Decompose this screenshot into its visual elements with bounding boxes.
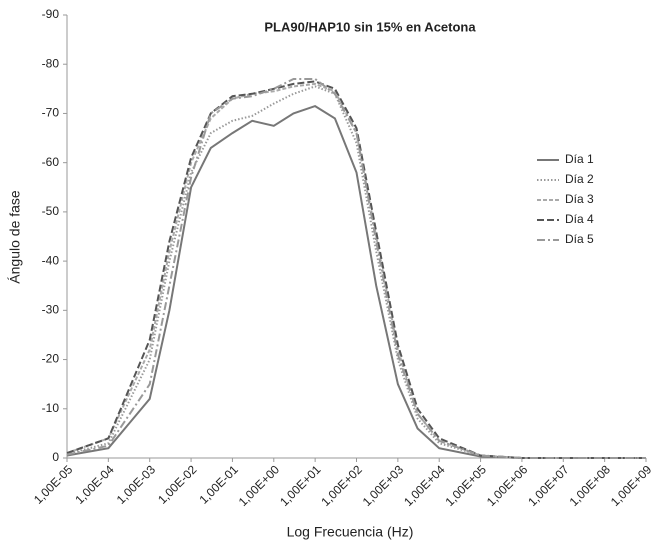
y-tick-label: -70 bbox=[42, 106, 60, 120]
y-tick-label: -60 bbox=[42, 155, 60, 169]
y-tick-label: -40 bbox=[42, 253, 60, 267]
y-tick-label: -10 bbox=[42, 401, 60, 415]
x-tick-label: 1,00E+05 bbox=[442, 462, 489, 509]
x-tick-label: 1,00E+09 bbox=[608, 462, 655, 509]
x-tick-label: 1,00E-03 bbox=[114, 462, 159, 507]
x-tick-label: 1,00E+08 bbox=[567, 462, 614, 509]
x-tick-label: 1,00E+00 bbox=[236, 462, 283, 509]
legend-label: Día 1 bbox=[565, 152, 594, 166]
x-tick-label: 1,00E-01 bbox=[196, 462, 241, 507]
y-tick-label: -50 bbox=[42, 204, 60, 218]
x-tick-label: 1,00E+04 bbox=[401, 462, 448, 509]
legend-label: Día 5 bbox=[565, 232, 594, 246]
series-line bbox=[66, 105, 646, 459]
x-tick-label: 1,00E-05 bbox=[31, 462, 76, 507]
chart-title: PLA90/HAP10 sin 15% en Acetona bbox=[264, 19, 476, 34]
y-tick-label: -80 bbox=[42, 56, 60, 70]
series-line bbox=[66, 78, 646, 459]
y-tick-label: -90 bbox=[42, 7, 60, 21]
y-tick-label: -20 bbox=[42, 352, 60, 366]
y-axis-label: Ángulo de fase bbox=[7, 190, 23, 284]
x-tick-label: 1,00E+02 bbox=[318, 462, 365, 509]
y-tick-label: 0 bbox=[52, 450, 59, 464]
x-tick-label: 1,00E+03 bbox=[360, 462, 407, 509]
legend-label: Día 2 bbox=[565, 172, 594, 186]
series-line bbox=[66, 80, 646, 459]
x-axis-label: Log Frecuencia (Hz) bbox=[287, 524, 414, 540]
series-line bbox=[66, 82, 646, 459]
x-tick-label: 1,00E+06 bbox=[484, 462, 531, 509]
x-tick-label: 1,00E-02 bbox=[155, 462, 200, 507]
x-tick-label: 1,00E+07 bbox=[525, 462, 572, 509]
legend-label: Día 3 bbox=[565, 192, 594, 206]
legend-label: Día 4 bbox=[565, 212, 594, 226]
series-line bbox=[66, 85, 646, 459]
x-tick-label: 1,00E+01 bbox=[277, 462, 324, 509]
x-tick-label: 1,00E-04 bbox=[72, 462, 117, 507]
y-tick-label: -30 bbox=[42, 303, 60, 317]
